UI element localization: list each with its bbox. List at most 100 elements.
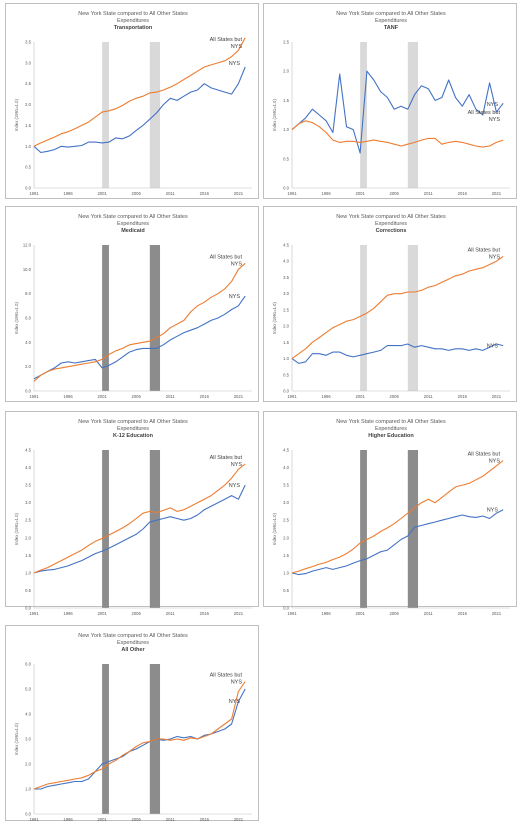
y-tick-label: 2.5	[25, 518, 31, 523]
chart-subtitle: Expenditures	[117, 640, 149, 646]
x-tick-label: 2016	[200, 817, 210, 822]
x-tick-label: 2006	[390, 394, 400, 399]
y-tick-label: 3.0	[25, 500, 31, 505]
chart-title: New York State compared to All Other Sta…	[336, 11, 446, 17]
chart-subtitle: Expenditures	[375, 18, 407, 24]
chart-subtitle: Expenditures	[375, 221, 407, 227]
y-tick-label: 1.5	[25, 553, 31, 558]
series-line-all-states	[291, 255, 504, 360]
x-tick-label: 1991	[29, 611, 39, 616]
x-tick-label: 2016	[200, 394, 210, 399]
chart-panel-all-other: New York State compared to All Other Sta…	[5, 625, 259, 822]
y-tick-label: 4.5	[283, 448, 289, 453]
y-tick-label: 2.5	[283, 307, 289, 312]
x-tick-label: 2021	[492, 611, 502, 616]
series-line-all-states	[33, 463, 246, 574]
chart-category: Medicaid	[121, 228, 145, 234]
x-tick-label: 2021	[234, 611, 244, 616]
y-tick-label: 6.0	[25, 662, 31, 667]
chart-svg-tanf: New York State compared to All Other Sta…	[272, 11, 510, 196]
chart-panel-medicaid: New York State compared to All Other Sta…	[5, 206, 259, 402]
chart-svg-k12-education: New York State compared to All Other Sta…	[14, 419, 252, 616]
y-tick-label: 3.5	[25, 40, 31, 45]
x-tick-label: 2011	[424, 191, 434, 196]
x-tick-label: 1996	[63, 394, 73, 399]
chart-title: New York State compared to All Other Sta…	[78, 419, 188, 425]
chart-title: New York State compared to All Other Sta…	[336, 214, 446, 220]
x-tick-label: 2001	[97, 817, 107, 822]
x-tick-label: 2001	[355, 394, 365, 399]
x-tick-label: 2001	[355, 611, 365, 616]
x-tick-label: 2001	[97, 191, 107, 196]
annotation-all-states: All States but	[468, 452, 501, 458]
y-tick-label: 1.0	[25, 144, 31, 149]
series-line-nys	[33, 295, 246, 380]
y-tick-label: 3.0	[283, 291, 289, 296]
y-tick-label: 2.5	[283, 518, 289, 523]
x-tick-label: 1991	[287, 611, 297, 616]
series-line-all-states	[33, 37, 246, 147]
chart-category: TANF	[384, 25, 399, 31]
chart-panel-transportation: New York State compared to All Other Sta…	[5, 3, 259, 199]
y-tick-label: 2.0	[283, 324, 289, 329]
x-tick-label: 1996	[321, 394, 331, 399]
y-tick-label: 0.0	[25, 186, 31, 191]
annotation-all-states: NYS	[231, 680, 243, 686]
annotation-all-states: All States but	[210, 673, 243, 679]
x-tick-label: 2006	[390, 191, 400, 196]
series-line-nys	[291, 70, 504, 154]
annotation-all-states: NYS	[489, 459, 501, 465]
annotation-all-states: All States but	[210, 455, 243, 461]
series-line-nys	[291, 343, 504, 364]
chart-title: New York State compared to All Other Sta…	[336, 419, 446, 425]
y-axis-label: Index (1991=1.0)	[14, 723, 19, 755]
x-tick-label: 2021	[234, 191, 244, 196]
recession-shade-1	[102, 664, 109, 814]
y-tick-label: 10.0	[23, 267, 32, 272]
chart-svg-medicaid: New York State compared to All Other Sta…	[14, 214, 252, 399]
y-tick-label: 4.0	[283, 465, 289, 470]
x-tick-label: 2016	[458, 611, 468, 616]
chart-category: Higher Education	[368, 433, 414, 439]
y-tick-label: 3.5	[283, 275, 289, 280]
annotation-all-states: NYS	[489, 254, 501, 260]
chart-title: New York State compared to All Other Sta…	[78, 214, 188, 220]
y-tick-label: 1.0	[25, 570, 31, 575]
y-tick-label: 2.0	[25, 102, 31, 107]
y-tick-label: 6.0	[25, 316, 31, 321]
y-tick-label: 1.0	[283, 570, 289, 575]
annotation-nys: NYS	[229, 294, 241, 300]
x-tick-label: 2021	[234, 817, 244, 822]
y-tick-label: 1.5	[283, 553, 289, 558]
x-tick-label: 2006	[132, 611, 142, 616]
series-line-all-states	[33, 681, 246, 790]
x-tick-label: 1991	[287, 394, 297, 399]
chart-subtitle: Expenditures	[117, 221, 149, 227]
y-tick-label: 12.0	[23, 243, 32, 248]
y-axis-label: Index (1991=1.0)	[272, 99, 277, 131]
recession-shade-2	[149, 450, 161, 608]
x-tick-label: 2021	[234, 394, 244, 399]
y-tick-label: 2.5	[283, 40, 289, 45]
y-tick-label: 4.5	[283, 243, 289, 248]
chart-category: Corrections	[376, 228, 407, 234]
chart-panel-corrections: New York State compared to All Other Sta…	[263, 206, 517, 402]
y-tick-label: 0.5	[283, 588, 289, 593]
y-tick-label: 0.5	[25, 165, 31, 170]
y-axis-label: Index (1991=1.0)	[14, 99, 19, 131]
y-axis-label: Index (1991=1.0)	[272, 513, 277, 545]
series-line-all-states	[33, 262, 246, 382]
x-tick-label: 2016	[458, 394, 468, 399]
series-line-nys	[291, 509, 504, 576]
chart-category: All Other	[121, 647, 145, 653]
y-tick-label: 3.0	[25, 737, 31, 742]
recession-shade-1	[102, 245, 109, 391]
x-tick-label: 2011	[166, 817, 176, 822]
x-tick-label: 2006	[390, 611, 400, 616]
recession-shade-1	[102, 450, 109, 608]
y-tick-label: 0.0	[283, 606, 289, 611]
recession-shade-1	[360, 245, 367, 391]
x-tick-label: 1996	[321, 611, 331, 616]
chart-panel-k12-education: New York State compared to All Other Sta…	[5, 411, 259, 616]
x-tick-label: 1991	[29, 394, 39, 399]
